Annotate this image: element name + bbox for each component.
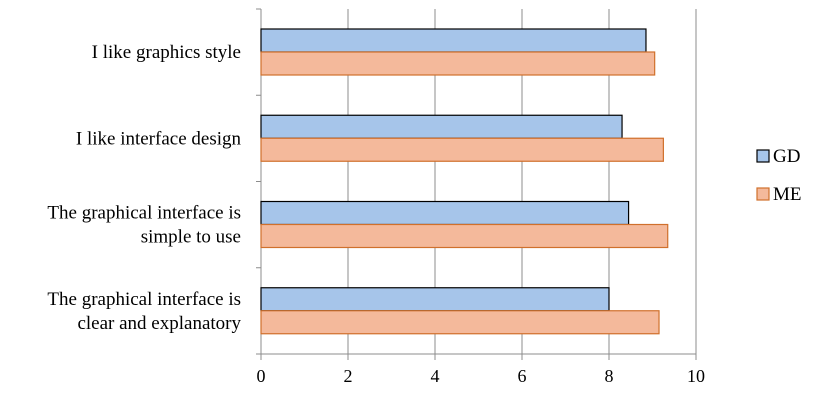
category-labels: I like graphics style I like interface de… <box>47 42 241 334</box>
category-label-3: The graphical interface is simple to use <box>47 203 241 248</box>
legend-swatch-me <box>756 187 770 201</box>
x-tick-label-4: 4 <box>431 366 440 386</box>
category-label-1: I like graphics style <box>92 42 241 63</box>
x-tick-labels: 0 2 4 6 8 10 <box>257 366 706 386</box>
legend: GD ME <box>756 146 802 205</box>
legend-swatch-gd <box>756 149 770 163</box>
bar-me-4 <box>260 310 660 335</box>
bar-me-2 <box>260 137 664 162</box>
x-tick-label-6: 6 <box>518 366 527 386</box>
bar-gd-3 <box>260 200 630 226</box>
category-label-2: I like interface design <box>76 128 242 149</box>
legend-label-gd: GD <box>773 146 800 167</box>
x-tick-label-10: 10 <box>687 366 705 386</box>
x-tick-label-2: 2 <box>344 366 353 386</box>
bar-me-3 <box>260 223 669 249</box>
x-tick-label-0: 0 <box>257 366 266 386</box>
bars <box>260 28 669 335</box>
bar-me-1 <box>260 51 656 76</box>
bar-gd-1 <box>260 28 647 53</box>
x-tick-label-8: 8 <box>605 366 614 386</box>
legend-label-me: ME <box>773 184 802 205</box>
category-label-4: The graphical interface is clear and expl… <box>47 289 241 334</box>
bar-gd-2 <box>260 114 623 139</box>
bar-gd-4 <box>260 287 610 312</box>
